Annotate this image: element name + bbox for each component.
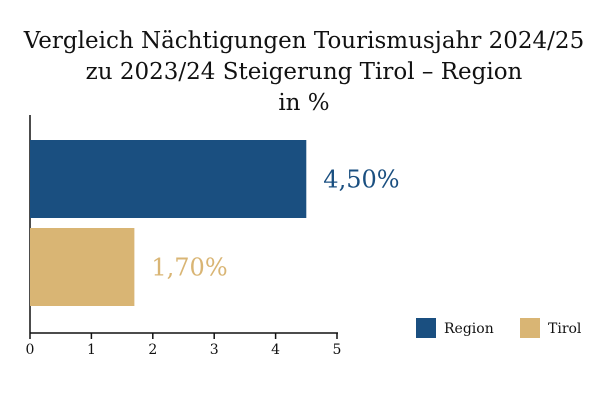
value-label: 4,50%	[323, 166, 399, 194]
chart-title: Vergleich Nächtigungen Tourismusjahr 202…	[23, 28, 584, 54]
legend-label: Region	[444, 321, 494, 337]
legend-label: Tirol	[548, 321, 582, 337]
legend-swatch	[520, 318, 540, 338]
x-tick-label: 1	[87, 342, 96, 358]
x-tick-label: 3	[210, 342, 219, 358]
bar	[30, 140, 307, 218]
chart-title: in %	[278, 90, 329, 116]
x-tick-label: 0	[26, 342, 35, 358]
chart-title: zu 2023/24 Steigerung Tirol – Region	[86, 59, 523, 85]
x-tick-label: 2	[148, 342, 157, 358]
legend-swatch	[416, 318, 436, 338]
bar	[30, 228, 135, 306]
x-tick-label: 4	[271, 342, 280, 358]
value-label: 1,70%	[151, 254, 227, 282]
x-tick-label: 5	[333, 342, 342, 358]
